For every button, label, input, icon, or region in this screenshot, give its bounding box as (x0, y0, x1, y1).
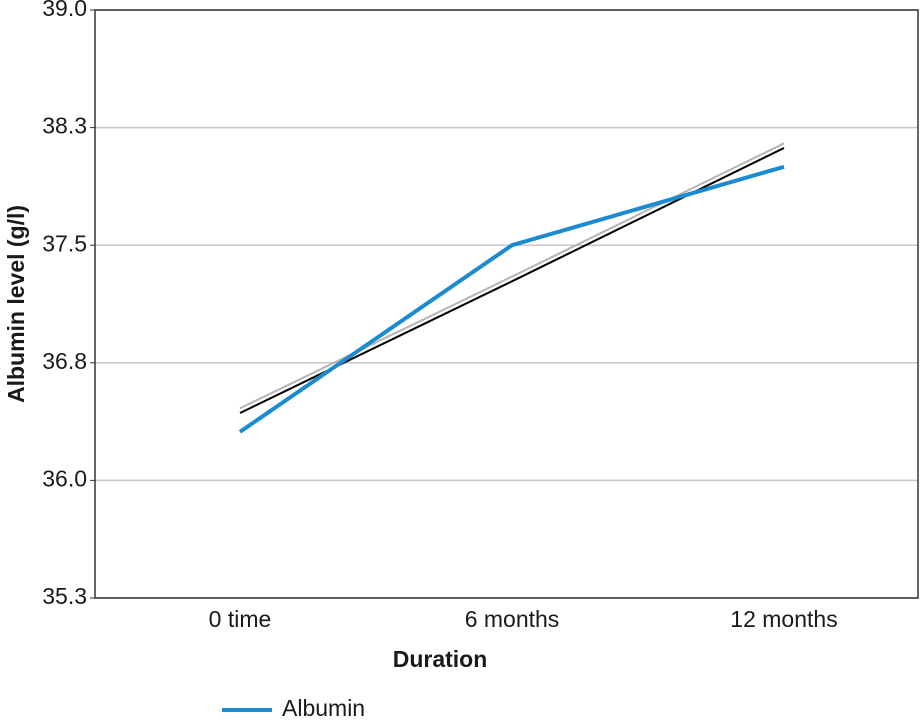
y-tick-label: 36.8 (42, 348, 87, 374)
y-tick-label: 39.0 (42, 0, 87, 21)
plot-frame (94, 9, 919, 599)
x-tick-label: 6 months (465, 606, 560, 632)
trend-line (239, 147, 785, 414)
y-tick-label: 37.5 (42, 230, 87, 256)
y-axis-label: Albumin level (g/l) (3, 205, 29, 403)
y-tick-label: 38.3 (42, 113, 87, 139)
x-tick-label: 0 time (209, 606, 272, 632)
x-axis-label: Duration (393, 646, 488, 672)
x-tick-label: 12 months (730, 606, 837, 632)
y-tick-label: 36.0 (42, 465, 87, 491)
data-line (238, 164, 785, 434)
trend-line (239, 142, 785, 410)
y-tick-label: 35.3 (42, 583, 87, 609)
legend-label: Albumin (282, 695, 365, 721)
